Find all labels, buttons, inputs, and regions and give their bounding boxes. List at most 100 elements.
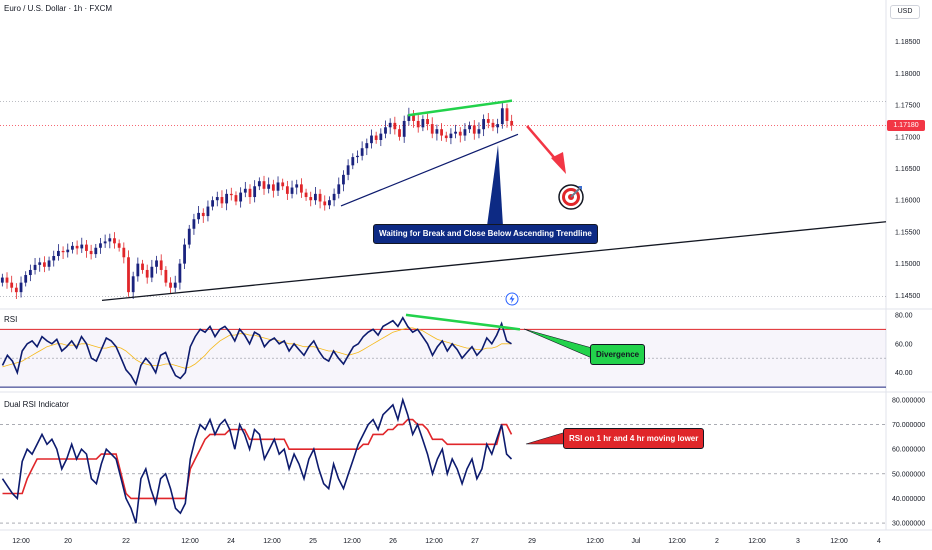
candle <box>131 276 135 293</box>
candle <box>472 125 476 134</box>
candle <box>234 195 238 202</box>
candle <box>393 122 397 130</box>
rsi-band-fill <box>0 329 886 388</box>
candle <box>248 188 252 198</box>
last-price-label: 1.17180 <box>887 120 925 131</box>
candle <box>103 241 107 244</box>
candle <box>318 193 322 202</box>
flash-icon[interactable] <box>505 292 519 306</box>
time-tick-label: 12:00 <box>425 538 443 545</box>
candle <box>458 131 462 136</box>
candle <box>430 124 434 134</box>
price-tick-label: 1.15000 <box>895 261 920 268</box>
target-icon <box>558 184 584 210</box>
candle <box>192 219 196 229</box>
candle <box>85 244 88 251</box>
candle <box>155 260 158 267</box>
time-tick-label: 29 <box>528 538 536 545</box>
time-tick-label: 12:00 <box>181 538 199 545</box>
candle <box>328 200 331 206</box>
candle <box>178 263 182 283</box>
candle <box>99 243 102 248</box>
candle <box>295 184 299 188</box>
candle <box>477 129 481 134</box>
rsi-tick-label: 60.00 <box>895 341 913 348</box>
dual-rsi-tick-label: 70.000000 <box>892 422 925 429</box>
candle <box>187 228 191 245</box>
currency-button[interactable]: USD <box>890 5 920 19</box>
candle <box>57 250 60 257</box>
candle <box>370 135 373 144</box>
long-ascending-trendline <box>101 221 887 302</box>
candle <box>257 181 261 187</box>
symbol-title[interactable]: Euro / U.S. Dollar · 1h · FXCM <box>4 4 113 13</box>
time-tick-label: 26 <box>389 538 397 545</box>
dual-rsi-tick-label: 40.000000 <box>892 496 925 503</box>
candle <box>253 186 257 198</box>
time-tick-label: 12:00 <box>748 538 766 545</box>
candle <box>304 192 308 198</box>
dual-rsi-callout[interactable]: RSI on 1 hr and 4 hr moving lower <box>563 428 705 449</box>
time-tick-label: 12:00 <box>263 538 281 545</box>
time-tick-label: 22 <box>122 538 130 545</box>
time-tick-label: 4 <box>877 538 881 545</box>
candle <box>416 120 420 128</box>
candle <box>463 129 467 136</box>
candles <box>0 101 514 299</box>
candle <box>323 201 327 206</box>
price-tick-label: 1.16500 <box>895 166 920 173</box>
candle <box>127 257 130 293</box>
time-tick-label: 20 <box>64 538 72 545</box>
time-tick-label: 3 <box>796 538 800 545</box>
candle <box>10 282 14 288</box>
candle <box>384 127 387 134</box>
price-tick-label: 1.14500 <box>895 293 920 300</box>
candle <box>38 262 42 265</box>
candle <box>164 269 168 283</box>
candle <box>5 277 9 283</box>
candle <box>356 155 359 158</box>
candle <box>299 184 303 193</box>
candle <box>281 182 285 187</box>
candle <box>440 129 443 136</box>
candle <box>342 174 345 185</box>
candle <box>159 260 163 270</box>
candle <box>183 244 186 264</box>
candle <box>14 287 18 293</box>
dual-rsi-pointer <box>525 431 567 445</box>
divergence-callout[interactable]: Divergence <box>590 344 646 365</box>
rsi-divergence-line <box>405 313 521 331</box>
candle <box>61 250 65 253</box>
candle <box>468 125 472 130</box>
price-tick-label: 1.17000 <box>895 134 920 141</box>
candle <box>267 184 271 189</box>
candle <box>215 197 219 201</box>
candle <box>113 238 116 244</box>
candle <box>136 263 140 277</box>
price-tick-label: 1.18000 <box>895 71 920 78</box>
candle <box>290 187 294 194</box>
ascending-trendline <box>340 133 519 207</box>
candle <box>145 269 149 278</box>
candle <box>496 124 500 128</box>
trendline-callout[interactable]: Waiting for Break and Close Below Ascend… <box>373 224 598 244</box>
candle <box>276 182 280 191</box>
rsi-tick-label: 40.00 <box>895 370 913 377</box>
candle <box>197 212 200 220</box>
candle <box>374 135 378 140</box>
dual-rsi-tick-label: 50.000000 <box>892 471 925 478</box>
candle <box>122 247 126 258</box>
candle <box>220 197 224 204</box>
candle <box>173 282 177 288</box>
candle <box>42 262 46 267</box>
time-tick-label: 25 <box>309 538 317 545</box>
price-tick-label: 1.15500 <box>895 229 920 236</box>
dual-rsi-pane-title[interactable]: Dual RSI Indicator <box>4 400 69 409</box>
rsi-pane-title[interactable]: RSI <box>4 315 18 324</box>
price-tick-label: 1.16000 <box>895 198 920 205</box>
price-tick-label: 1.17500 <box>895 103 920 110</box>
candle <box>47 260 51 267</box>
candle <box>449 133 453 139</box>
candle <box>500 108 504 125</box>
